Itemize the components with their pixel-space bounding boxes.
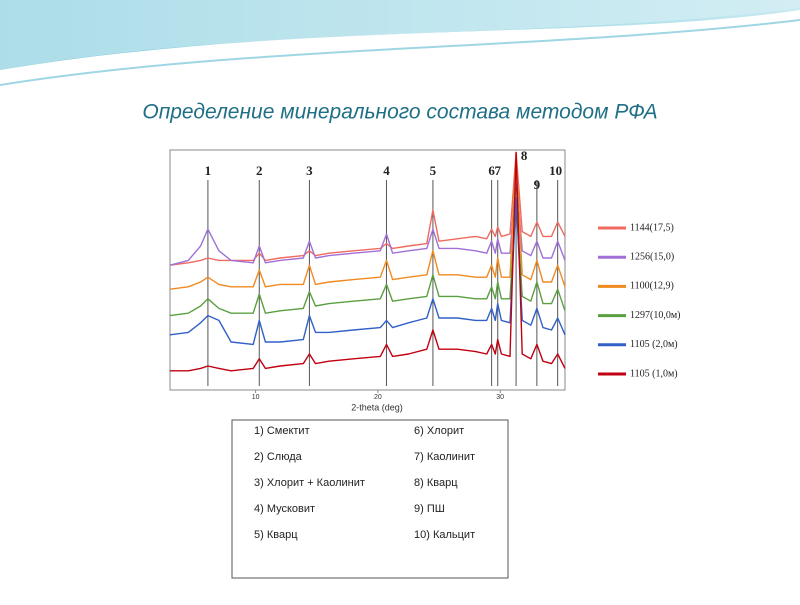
legend-label: 1144(17,5) — [630, 222, 674, 233]
series-line — [170, 151, 566, 372]
key-item: 8) Кварц — [414, 477, 458, 489]
peak-label: 8 — [521, 148, 528, 163]
x-axis-label: 2-theta (deg) — [351, 402, 403, 412]
key-item: 7) Каолинит — [414, 451, 475, 463]
key-box — [231, 419, 509, 579]
key-item: 9) ПШ — [414, 503, 445, 515]
key-item: 3) Хлорит + Каолинит — [254, 477, 365, 489]
key-item: 2) Слюда — [254, 451, 303, 463]
key-item: 4) Мусковит — [254, 503, 315, 515]
peak-label: 10 — [549, 163, 562, 178]
slide-title: Определение минерального состава методом… — [142, 101, 657, 124]
series-line — [169, 173, 566, 266]
series-line — [169, 197, 566, 346]
peak-label: 3 — [306, 163, 313, 178]
peak-label: 6 — [488, 163, 495, 178]
header-line — [0, 19, 800, 86]
legend-label: 1100(12,9) — [630, 281, 674, 292]
legend-label: 1105 (1,0м) — [630, 368, 678, 379]
series-line — [169, 154, 566, 290]
peak-label: 5 — [430, 163, 437, 178]
peak-label: 4 — [383, 163, 390, 178]
peak-label: 9 — [534, 177, 541, 192]
key-item: 6) Хлорит — [414, 425, 464, 437]
key-item: 5) Кварц — [254, 529, 298, 541]
key-item: 1) Смектит — [254, 425, 310, 437]
legend-label: 1256(15,0) — [630, 251, 674, 262]
peak-label: 7 — [494, 163, 501, 178]
legend-label: 1105 (2,0м) — [630, 339, 678, 350]
series-line — [169, 194, 566, 317]
plot-frame — [169, 149, 566, 391]
series-line — [169, 151, 566, 266]
peak-label: 2 — [256, 163, 263, 178]
x-tick-label: 30 — [496, 394, 504, 401]
legend-label: 1297(10,0м) — [630, 310, 681, 321]
x-tick-label: 10 — [252, 394, 260, 401]
header-wave — [0, 0, 800, 70]
x-tick-label: 20 — [374, 394, 382, 401]
key-item: 10) Кальцит — [414, 529, 475, 541]
peak-label: 1 — [205, 163, 212, 178]
